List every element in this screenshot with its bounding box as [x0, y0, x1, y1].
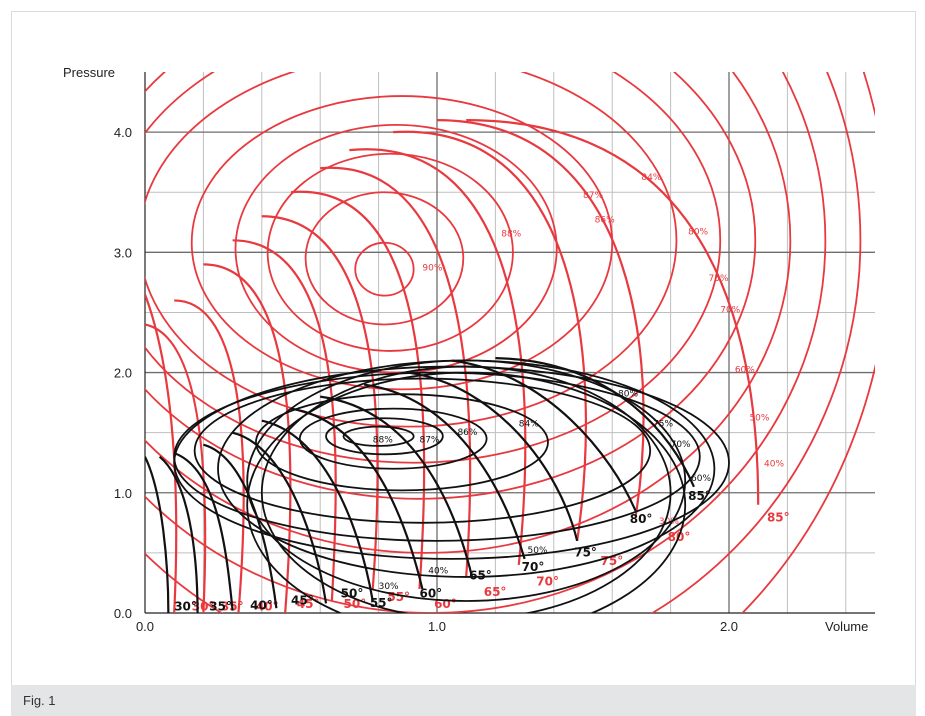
efficiency-label: 50%: [749, 414, 769, 424]
efficiency-label: 84%: [641, 173, 661, 183]
efficiency-label: 88%: [501, 230, 521, 240]
x-tick-label: 0.0: [136, 619, 154, 634]
efficiency-label: 84%: [519, 420, 539, 430]
speed-angle-label: 70°: [522, 560, 545, 574]
speed-curve: [436, 118, 645, 517]
efficiency-contour: [266, 152, 514, 352]
efficiency-label: 40%: [428, 566, 448, 576]
efficiency-contour: [342, 425, 415, 447]
efficiency-label: 60%: [735, 366, 755, 376]
speed-angle-label: 65°: [469, 568, 492, 582]
figure-caption: Fig. 1: [23, 693, 56, 708]
speed-curve: [290, 190, 426, 590]
speed-curve: [145, 456, 170, 613]
efficiency-label: 87%: [583, 191, 603, 201]
speed-curve: [466, 118, 760, 505]
efficiency-contour: [246, 371, 687, 613]
efficiency-label: 30%: [379, 582, 399, 592]
efficiency-contour: [190, 95, 614, 391]
efficiency-label: 75%: [709, 274, 729, 284]
curve-group: [145, 357, 730, 613]
speed-curve: [203, 443, 278, 609]
speed-angle-label: 60°: [419, 586, 442, 600]
efficiency-contour: [193, 377, 652, 524]
speed-curve: [174, 299, 245, 613]
efficiency-label: 90%: [422, 263, 442, 273]
tick-labels: 0.0 1.0 2.0 0.0 1.0 2.0 3.0 4.0: [114, 125, 738, 634]
efficiency-contour: [145, 72, 792, 554]
speed-angle-label: 40°: [250, 598, 273, 612]
efficiency-label: 75%: [653, 420, 673, 430]
speed-curve: [349, 148, 527, 566]
efficiency-label: 70%: [671, 440, 691, 450]
y-tick-label: 0.0: [114, 606, 132, 621]
speed-angle-label: 45°: [291, 594, 314, 608]
x-axis-title: Volume: [825, 619, 868, 634]
curve-group: [145, 72, 875, 613]
y-tick-label: 2.0: [114, 366, 132, 381]
speed-curve: [407, 371, 579, 542]
speed-angle-label: 80°: [630, 512, 653, 526]
efficiency-label: 40%: [764, 459, 784, 469]
efficiency-label: 88%: [373, 435, 393, 445]
efficiency-label: 80%: [618, 390, 638, 400]
x-tick-label: 2.0: [720, 619, 738, 634]
speed-curve: [451, 359, 637, 512]
caption-bar: Fig. 1: [11, 685, 916, 716]
speed-curve: [261, 419, 374, 602]
efficiency-contour: [246, 359, 687, 602]
efficiency-contour: [145, 72, 757, 500]
x-tick-label: 1.0: [428, 619, 446, 634]
speed-angle-label: 65°: [484, 585, 507, 599]
efficiency-contour: [145, 72, 722, 464]
y-axis-title: Pressure: [63, 65, 115, 80]
speed-curve: [173, 452, 234, 611]
speed-curve: [320, 166, 472, 578]
efficiency-contour: [304, 191, 465, 326]
efficiency-contour: [234, 123, 558, 374]
red-series: 90% 88% 87% 86% 84% 80% 75% 70% 60% 50% 40% 30% 30° 3…: [145, 72, 875, 614]
y-tick-label: 3.0: [114, 245, 132, 260]
efficiency-contour: [298, 407, 488, 470]
speed-angle-label: 50°: [341, 586, 364, 600]
speed-curve: [158, 455, 199, 613]
speed-angle-label: 40°: [256, 600, 279, 614]
y-tick-label: 4.0: [114, 125, 132, 140]
speed-curve: [290, 407, 424, 590]
speed-curve: [495, 357, 695, 488]
efficiency-contour: [354, 241, 415, 297]
speed-angle-label: 30°: [174, 600, 197, 614]
efficiency-label: 80%: [688, 227, 708, 237]
efficiency-label: 87%: [419, 435, 439, 445]
efficiency-contour: [145, 72, 862, 613]
speed-angle-label: 85°: [688, 489, 711, 503]
efficiency-contour: [145, 72, 827, 613]
efficiency-contour: [145, 72, 678, 428]
efficiency-label: 60%: [691, 474, 711, 484]
speed-angle-label: 85°: [767, 511, 790, 525]
efficiency-contour: [260, 365, 672, 613]
efficiency-contour: [325, 417, 444, 456]
speed-curve: [363, 383, 526, 560]
black-series: 88% 87% 86% 84% 80% 75% 70% 60% 50% 40% 30% 30° 35° 4…: [145, 357, 730, 614]
efficiency-label: 70%: [720, 305, 740, 315]
efficiency-label: 86%: [457, 428, 477, 438]
y-tick-label: 1.0: [114, 486, 132, 501]
speed-curve: [320, 395, 474, 578]
speed-curve: [203, 263, 292, 613]
speed-angle-label: 55°: [370, 596, 393, 610]
speed-angle-label: 70°: [536, 574, 559, 588]
efficiency-label: 50%: [528, 546, 548, 556]
efficiency-label: 86%: [595, 215, 615, 225]
speed-angle-label: 35°: [209, 600, 232, 614]
speed-angle-label: 75°: [574, 545, 597, 559]
speed-curve: [232, 431, 328, 604]
speed-curve: [393, 130, 587, 542]
grid: [144, 72, 875, 614]
